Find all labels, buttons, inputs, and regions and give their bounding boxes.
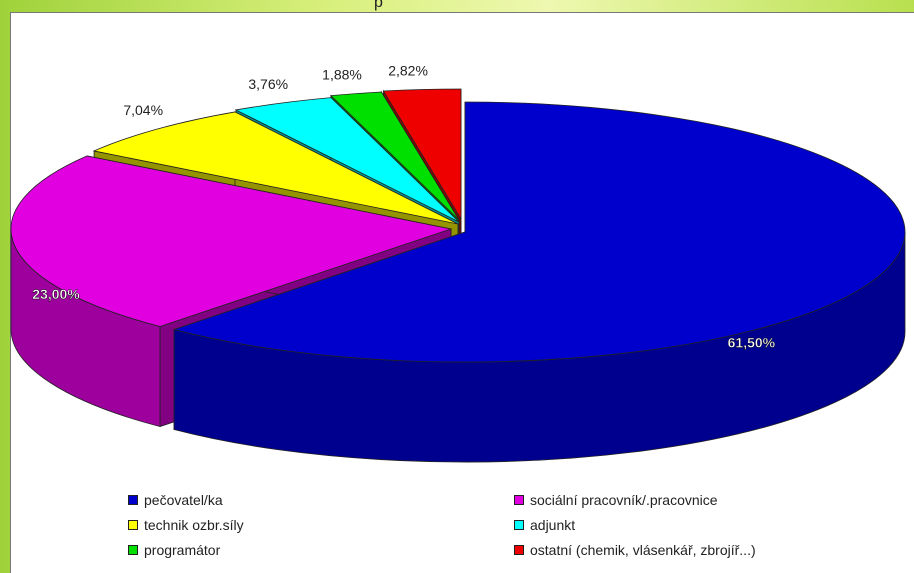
legend-entry-4: programátor (128, 540, 514, 559)
legend-label-1: sociální pracovník/.pracovnice (530, 491, 718, 508)
data-label-3: 3,76% (248, 76, 288, 92)
legend-entry-2: technik ozbr.síly (128, 515, 514, 534)
legend-label-0: pečovatel/ka (144, 491, 223, 508)
chart-legend: pečovatel/ka sociální pracovník/.pracovn… (128, 490, 848, 559)
slice-top-2 (92, 111, 459, 225)
legend-entry-1: sociální pracovník/.pracovnice (514, 490, 844, 509)
data-label-4: 1,88% (322, 67, 362, 83)
slice-top-1 (10, 155, 453, 327)
legend-label-2: technik ozbr.síly (144, 516, 244, 533)
legend-swatch-5 (514, 544, 524, 555)
legend-entry-3: adjunkt (514, 515, 844, 534)
legend-swatch-4 (128, 544, 138, 555)
legend-label-5: ostatní (chemik, vlásenkář, zbrojíř...) (530, 541, 756, 558)
legend-swatch-3 (514, 519, 524, 530)
legend-label-4: programátor (144, 541, 221, 558)
pie-slice-0 (172, 101, 906, 463)
data-label-5: 2,82% (388, 63, 428, 79)
legend-entry-0: pečovatel/ka (128, 490, 514, 509)
slice-top-3 (234, 97, 460, 223)
data-label-2: 7,04% (123, 102, 163, 118)
data-label-0: 61,50% (728, 334, 776, 350)
legend-swatch-2 (128, 519, 138, 530)
slice-top-0 (172, 101, 906, 363)
legend-label-3: adjunkt (530, 516, 576, 533)
data-label-1: 23,00% (32, 286, 80, 302)
legend-swatch-1 (514, 494, 524, 505)
partial-title: p (374, 0, 383, 11)
slice-top-5 (382, 88, 462, 221)
slice-top-4 (330, 91, 460, 221)
legend-entry-5: ostatní (chemik, vlásenkář, zbrojíř...) (514, 540, 844, 559)
legend-swatch-0 (128, 494, 138, 505)
